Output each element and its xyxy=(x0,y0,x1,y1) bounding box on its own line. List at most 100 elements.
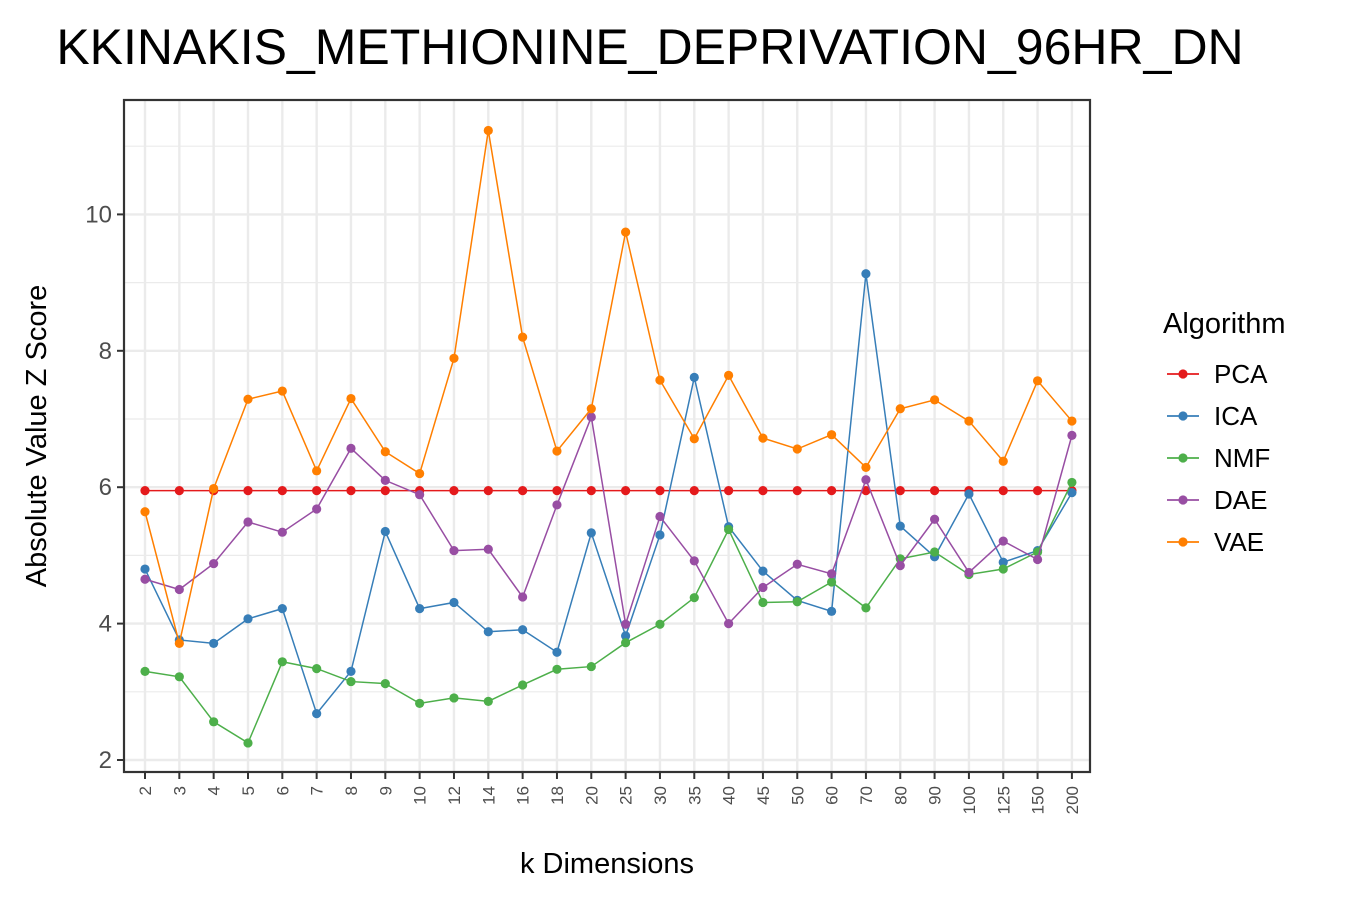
data-point-vae xyxy=(586,404,596,414)
data-point-pca xyxy=(792,486,802,496)
data-point-ica xyxy=(209,638,219,648)
data-point-vae xyxy=(312,466,322,476)
series-line-dae xyxy=(144,414,1073,625)
data-point-nmf xyxy=(655,619,665,629)
y-tick-label: 10 xyxy=(85,201,112,228)
data-point-vae xyxy=(758,433,768,443)
data-point-nmf xyxy=(243,738,253,748)
legend-key-point xyxy=(1178,411,1188,421)
data-point-ica xyxy=(621,631,631,641)
data-point-vae xyxy=(827,430,837,440)
data-point-vae xyxy=(929,395,940,405)
data-point-vae xyxy=(998,456,1008,466)
legend-label: VAE xyxy=(1214,527,1264,557)
y-tick-label: 8 xyxy=(99,338,112,365)
data-point-dae xyxy=(689,556,699,566)
data-point-vae xyxy=(346,393,356,404)
y-tick-label: 6 xyxy=(99,474,112,501)
data-point-ica xyxy=(483,627,493,637)
series-line-vae xyxy=(144,130,1073,644)
data-point-dae xyxy=(552,500,562,510)
data-point-nmf xyxy=(346,676,356,687)
data-point-pca xyxy=(1032,486,1043,496)
data-point-vae xyxy=(689,434,699,444)
x-tick-label: 200 xyxy=(1063,786,1082,814)
data-point-nmf xyxy=(724,524,734,535)
data-point-vae xyxy=(449,353,459,363)
legend-label: ICA xyxy=(1214,401,1258,431)
data-point-pca xyxy=(380,486,390,496)
x-tick-label: 125 xyxy=(994,786,1013,814)
data-point-pca xyxy=(929,486,940,496)
x-tick-label: 60 xyxy=(823,786,842,805)
data-point-dae xyxy=(964,567,974,578)
data-point-nmf xyxy=(621,638,631,648)
x-tick-label: 90 xyxy=(926,786,945,805)
data-point-pca xyxy=(277,486,287,496)
data-point-dae xyxy=(998,536,1008,546)
data-point-nmf xyxy=(312,664,322,674)
data-point-nmf xyxy=(380,679,390,689)
x-tick-label: 30 xyxy=(651,786,670,805)
legend-item-dae: DAE xyxy=(1167,485,1267,515)
data-point-vae xyxy=(140,507,150,517)
legend-item-pca: PCA xyxy=(1167,359,1268,389)
data-point-dae xyxy=(758,582,768,593)
grid xyxy=(124,100,1090,772)
data-point-ica xyxy=(243,614,253,624)
data-point-dae xyxy=(415,490,425,500)
x-axis-title: k Dimensions xyxy=(520,848,694,880)
data-point-dae xyxy=(243,517,253,527)
x-tick-label: 10 xyxy=(411,786,430,805)
x-tick-label: 40 xyxy=(720,786,739,805)
data-point-pca xyxy=(861,486,871,496)
data-point-vae xyxy=(792,444,802,454)
data-point-dae xyxy=(174,584,184,595)
data-point-dae xyxy=(483,544,493,554)
legend-item-vae: VAE xyxy=(1167,527,1264,557)
data-point-pca xyxy=(758,486,768,496)
data-point-dae xyxy=(277,527,287,537)
data-point-vae xyxy=(861,462,871,473)
series-line-nmf xyxy=(144,482,1073,745)
data-point-dae xyxy=(655,511,665,522)
legend-key-point xyxy=(1178,453,1188,463)
series-dae xyxy=(140,412,1077,629)
data-point-ica xyxy=(277,604,287,614)
legend-item-nmf: NMF xyxy=(1167,443,1270,473)
data-point-pca xyxy=(655,486,665,496)
x-tick-label: 50 xyxy=(788,786,807,805)
x-tick-label: 12 xyxy=(445,786,464,805)
x-tick-label: 14 xyxy=(479,786,498,805)
data-point-nmf xyxy=(140,666,150,676)
data-point-nmf xyxy=(415,698,425,708)
x-tick-label: 9 xyxy=(376,786,395,795)
x-tick-label: 4 xyxy=(205,786,224,795)
series-vae xyxy=(140,125,1077,648)
data-point-vae xyxy=(964,416,974,426)
data-point-ica xyxy=(758,566,768,576)
data-point-ica xyxy=(861,269,871,279)
x-tick-label: 35 xyxy=(685,786,704,805)
x-tick-label: 150 xyxy=(1029,786,1048,814)
data-point-vae xyxy=(724,370,734,380)
data-point-vae xyxy=(415,468,425,479)
data-point-ica xyxy=(655,530,665,540)
data-point-vae xyxy=(277,386,287,396)
data-point-nmf xyxy=(1067,477,1077,488)
data-point-ica xyxy=(1067,488,1077,498)
y-tick-label: 2 xyxy=(99,747,112,774)
x-tick-label: 45 xyxy=(754,786,773,805)
data-point-nmf xyxy=(998,564,1008,574)
data-point-pca xyxy=(827,486,837,496)
legend-title: Algorithm xyxy=(1163,308,1286,340)
legend: Algorithm PCA ICA NMF DAE VAE xyxy=(1163,308,1286,557)
data-point-vae xyxy=(621,227,631,237)
series-pca xyxy=(140,486,1077,496)
data-point-ica xyxy=(449,597,459,608)
data-point-nmf xyxy=(758,597,768,608)
data-point-dae xyxy=(895,561,905,571)
data-point-dae xyxy=(621,619,631,629)
data-point-nmf xyxy=(792,597,802,607)
